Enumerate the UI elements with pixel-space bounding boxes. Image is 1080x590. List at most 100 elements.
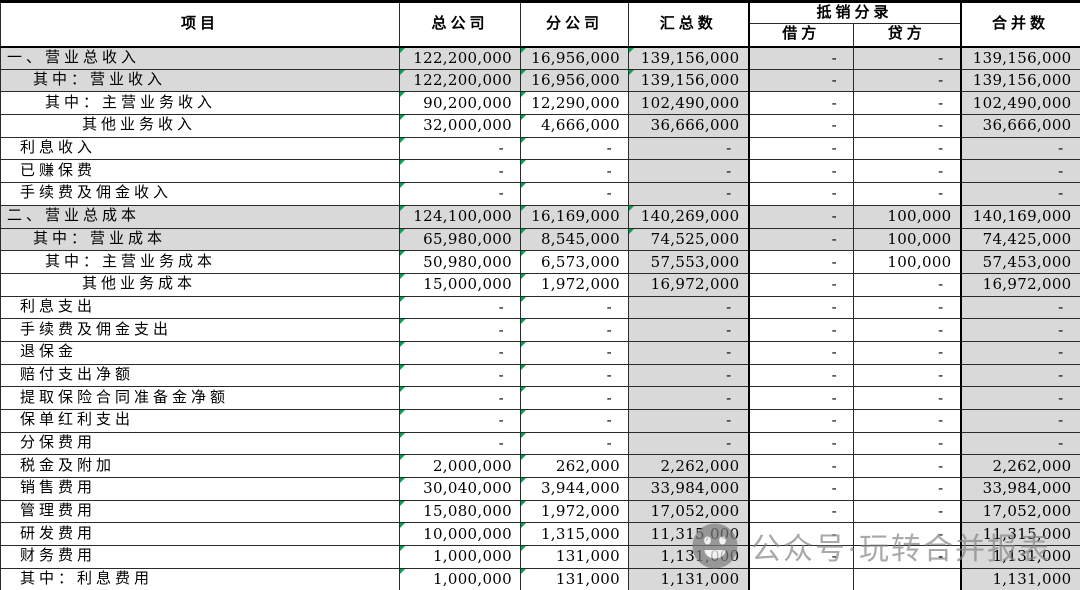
- value-cell: [747, 567, 854, 590]
- value-cell: -: [959, 409, 1080, 433]
- value-cell: 74,425,000: [959, 227, 1080, 252]
- value-cell: -: [628, 295, 749, 320]
- value-cell: -: [747, 454, 854, 479]
- value-cell: -: [520, 136, 629, 161]
- value-cell: -: [520, 340, 629, 365]
- row-label-cell: 税金及附加: [0, 454, 400, 479]
- row-label-cell: 利息支出: [0, 295, 400, 320]
- green-corner-marker: [521, 319, 526, 325]
- value-cell: 57,453,000: [959, 250, 1080, 274]
- table-row: 利息支出 - - - - - -: [0, 295, 1080, 320]
- table-row: 其中：营业收入 122,200,000 16,956,000 139,156,000-…: [0, 68, 1080, 93]
- value-cell: 139,156,000: [628, 68, 749, 93]
- green-corner-marker: [521, 274, 526, 279]
- green-corner-marker: [521, 365, 526, 370]
- value-cell: 100,000: [852, 227, 962, 252]
- value-cell: 65,980,000: [399, 227, 521, 252]
- green-corner-marker: [521, 47, 526, 53]
- value-cell: -: [399, 182, 521, 206]
- green-corner-marker: [521, 455, 526, 461]
- value-cell: -: [628, 159, 749, 184]
- value-cell: 1,315,000: [520, 522, 629, 547]
- table-row: 管理费用 15,080,000 1,972,000 17,052,000- -17,05…: [0, 499, 1080, 524]
- value-cell: -: [747, 182, 854, 206]
- value-cell: -: [520, 363, 629, 388]
- table-row: 手续费及佣金收入 - - - - - -: [0, 182, 1080, 206]
- row-label-cell: 保单红利支出: [0, 409, 400, 433]
- value-cell: -: [747, 363, 854, 388]
- green-corner-marker: [521, 387, 526, 393]
- table-row: 其他业务成本 15,000,000 1,972,000 16,972,000- -16,…: [0, 272, 1080, 297]
- value-cell: -: [747, 250, 854, 274]
- value-cell: -: [852, 340, 962, 365]
- green-corner-marker: [629, 70, 634, 75]
- table-row: 一、营业总收入 122,200,000 16,956,000 139,156,000-…: [0, 46, 1080, 70]
- table-row: 其中：营业成本 65,980,000 8,545,000 74,525,000-100…: [0, 227, 1080, 252]
- value-cell: -: [747, 46, 854, 70]
- green-corner-marker: [521, 433, 526, 438]
- row-label-cell: 其中：营业收入: [0, 68, 400, 93]
- row-label-cell: 手续费及佣金收入: [0, 182, 400, 206]
- table-row: 保单红利支出 - - - - - -: [0, 409, 1080, 433]
- green-corner-marker: [629, 228, 634, 234]
- row-label-cell: 已赚保费: [0, 159, 400, 184]
- row-label-cell: 销售费用: [0, 477, 400, 501]
- value-cell: 16,956,000: [520, 68, 629, 93]
- table-row: 赔付支出净额 - - - - - -: [0, 363, 1080, 388]
- value-cell: 140,269,000: [628, 204, 749, 229]
- green-corner-marker: [400, 365, 405, 370]
- value-cell: 16,169,000: [520, 204, 629, 229]
- row-label-cell: 其中：营业成本: [0, 227, 400, 252]
- value-cell: 12,290,000: [520, 91, 629, 116]
- green-corner-marker: [400, 478, 405, 484]
- value-cell: -: [852, 159, 962, 184]
- value-cell: -: [747, 272, 854, 297]
- green-corner-marker: [400, 183, 405, 189]
- value-cell: 90,200,000: [399, 91, 521, 116]
- value-cell: 262,000: [520, 454, 629, 479]
- green-corner-marker: [400, 251, 405, 257]
- value-cell: -: [628, 363, 749, 388]
- value-cell: -: [747, 91, 854, 116]
- value-cell: -: [959, 295, 1080, 320]
- green-corner-marker: [521, 410, 526, 415]
- green-corner-marker: [521, 206, 526, 211]
- row-label-cell: 其他业务成本: [0, 272, 400, 297]
- green-corner-marker: [521, 183, 526, 189]
- value-cell: 10,000,000: [399, 522, 521, 547]
- value-cell: -: [747, 68, 854, 93]
- value-cell: -: [399, 295, 521, 320]
- column-header-item: 项目: [0, 0, 400, 48]
- column-header-consolidated: 合并数: [959, 0, 1080, 48]
- value-cell: -: [628, 182, 749, 206]
- value-cell: -: [747, 477, 854, 501]
- value-cell: 139,156,000: [959, 68, 1080, 93]
- header-row-1: 项目 总公司 分公司 汇总数 抵销分录 合并数: [0, 0, 1080, 48]
- value-cell: -: [852, 454, 962, 479]
- value-cell: 139,156,000: [628, 46, 749, 70]
- green-corner-marker: [400, 501, 405, 506]
- value-cell: 100,000: [852, 250, 962, 274]
- table-row: 税金及附加 2,000,000 262,000 2,262,000- -2,262,00…: [0, 454, 1080, 479]
- green-corner-marker: [400, 70, 405, 75]
- value-cell: 57,553,000: [628, 250, 749, 274]
- column-header-summary: 汇总数: [628, 0, 749, 48]
- row-label-cell: 其中：利息费用: [0, 567, 400, 590]
- value-cell: -: [399, 340, 521, 365]
- value-cell: -: [852, 409, 962, 433]
- table-row: 其中：主营业务收入 90,200,000 12,290,000 102,490,000…: [0, 91, 1080, 116]
- value-cell: 122,200,000: [399, 46, 521, 70]
- value-cell: 2,262,000: [628, 454, 749, 479]
- value-cell: -: [959, 182, 1080, 206]
- value-cell: 32,000,000: [399, 114, 521, 138]
- value-cell: -: [399, 386, 521, 410]
- green-corner-marker: [521, 501, 526, 506]
- green-corner-marker: [400, 92, 405, 98]
- value-cell: 1,131,000: [959, 545, 1080, 569]
- value-cell: 1,000,000: [399, 567, 521, 590]
- green-corner-marker: [521, 160, 526, 166]
- value-cell: 6,573,000: [520, 250, 629, 274]
- green-corner-marker: [521, 92, 526, 98]
- value-cell: 3,944,000: [520, 477, 629, 501]
- green-corner-marker: [521, 297, 526, 302]
